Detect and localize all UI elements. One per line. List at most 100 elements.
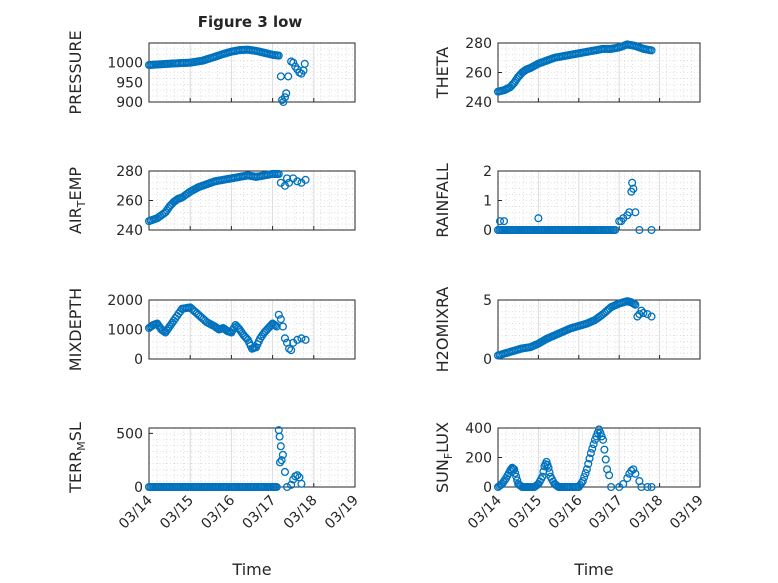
data-point <box>297 479 306 488</box>
data-point <box>287 346 296 355</box>
data-point <box>284 72 293 81</box>
y-tick-label: 240 <box>116 223 143 239</box>
y-tick-label: 260 <box>465 66 492 82</box>
data-point <box>538 472 547 481</box>
data-point <box>277 456 286 465</box>
x-tick-label: 03/14 <box>116 492 156 532</box>
x-tick-label: 03/18 <box>627 493 667 533</box>
data-point <box>584 459 593 468</box>
data-point <box>633 312 642 321</box>
data-point <box>637 306 646 315</box>
data-point <box>272 482 281 492</box>
subplot-air-temp: 240 260 280 AIRTEMP <box>66 164 356 239</box>
data-point <box>629 184 638 193</box>
axes-border <box>497 299 701 360</box>
data-point <box>285 344 294 353</box>
data-point <box>643 482 652 492</box>
data-point <box>271 321 280 330</box>
y-axis-label: H2OMIXRA <box>433 287 452 373</box>
data-point <box>280 467 290 477</box>
y-tick-label: 1000 <box>107 56 143 72</box>
data-point <box>605 471 614 480</box>
x-tick-label: 03/18 <box>281 493 321 533</box>
y-tick-label: 0 <box>134 352 143 368</box>
data-point <box>287 480 296 489</box>
data-point <box>600 445 609 454</box>
y-tick-label: 200 <box>465 451 492 467</box>
data-point <box>278 450 287 459</box>
data-point <box>544 463 553 472</box>
data-point <box>278 322 287 331</box>
data-point <box>285 178 294 187</box>
data-point <box>274 51 283 60</box>
x-tick-label: 03/19 <box>322 493 362 533</box>
data-point <box>289 58 298 67</box>
y-tick-label: 950 <box>116 75 143 91</box>
data-point <box>293 335 302 344</box>
x-tick-label: 03/17 <box>586 493 626 533</box>
y-tick-label: 1000 <box>107 323 143 339</box>
x-axis-label-right: Time <box>573 560 613 579</box>
data-point <box>589 440 598 449</box>
data-point <box>301 335 310 344</box>
y-axis-label: AIRTEMP <box>66 167 88 234</box>
data-point <box>274 169 283 179</box>
y-axis-label: TERRMSL <box>66 422 88 494</box>
y-axis-label: THETA <box>433 47 452 99</box>
data-point <box>280 93 290 102</box>
x-tick-label: 03/15 <box>505 493 545 533</box>
data-point <box>297 334 306 343</box>
data-point <box>611 225 620 235</box>
subplot-theta: 240 260 280 THETA <box>433 36 701 111</box>
data-point <box>282 89 291 98</box>
x-tick-label: 03/14 <box>465 492 505 532</box>
data-point <box>639 308 648 318</box>
data-point <box>282 482 292 492</box>
y-tick-label: 5 <box>483 293 492 309</box>
data-point <box>280 334 290 343</box>
subplot-h2omixra: 0 5 H2OMIXRA <box>433 287 701 373</box>
data-point <box>647 225 656 235</box>
y-tick-label: 0 <box>483 352 492 368</box>
data-point <box>643 310 652 319</box>
y-axis-label: RAINFALL <box>433 163 452 238</box>
data-point <box>637 482 646 492</box>
data-point <box>279 97 288 107</box>
data-point <box>513 476 522 485</box>
data-point <box>276 442 285 451</box>
subplot-pressure: 900 950 1000 PRESSURE <box>66 30 356 115</box>
data-point <box>588 444 597 453</box>
data-point <box>628 178 637 187</box>
data-point <box>495 217 505 226</box>
figure-title: Figure 3 low <box>198 13 303 31</box>
data-point <box>619 479 628 489</box>
data-point <box>510 465 519 474</box>
data-point <box>629 465 638 474</box>
data-point <box>586 449 595 458</box>
data-point <box>500 217 509 226</box>
data-point <box>275 458 285 467</box>
x-tick-label: 03/19 <box>667 493 707 533</box>
data-point <box>623 474 632 483</box>
subplot-rainfall: 0 1 2 RAINFALL <box>433 163 701 239</box>
data-point <box>625 208 634 217</box>
y-axis-label: SUNFLUX <box>433 422 455 493</box>
y-tick-label: 0 <box>483 480 492 496</box>
axes-border <box>148 42 356 103</box>
y-tick-label: 1 <box>483 194 492 210</box>
data-point <box>647 312 656 321</box>
data-point <box>607 482 616 492</box>
data-point <box>534 214 543 223</box>
data-point <box>581 469 590 478</box>
y-tick-label: 2 <box>483 164 492 180</box>
data-point <box>631 300 640 309</box>
y-axis-label: PRESSURE <box>66 30 85 114</box>
y-tick-label: 900 <box>116 95 143 111</box>
data-point <box>293 471 302 480</box>
data-point <box>647 482 656 492</box>
data-point <box>300 59 309 68</box>
data-point <box>512 472 521 481</box>
y-tick-label: 2000 <box>107 293 143 309</box>
